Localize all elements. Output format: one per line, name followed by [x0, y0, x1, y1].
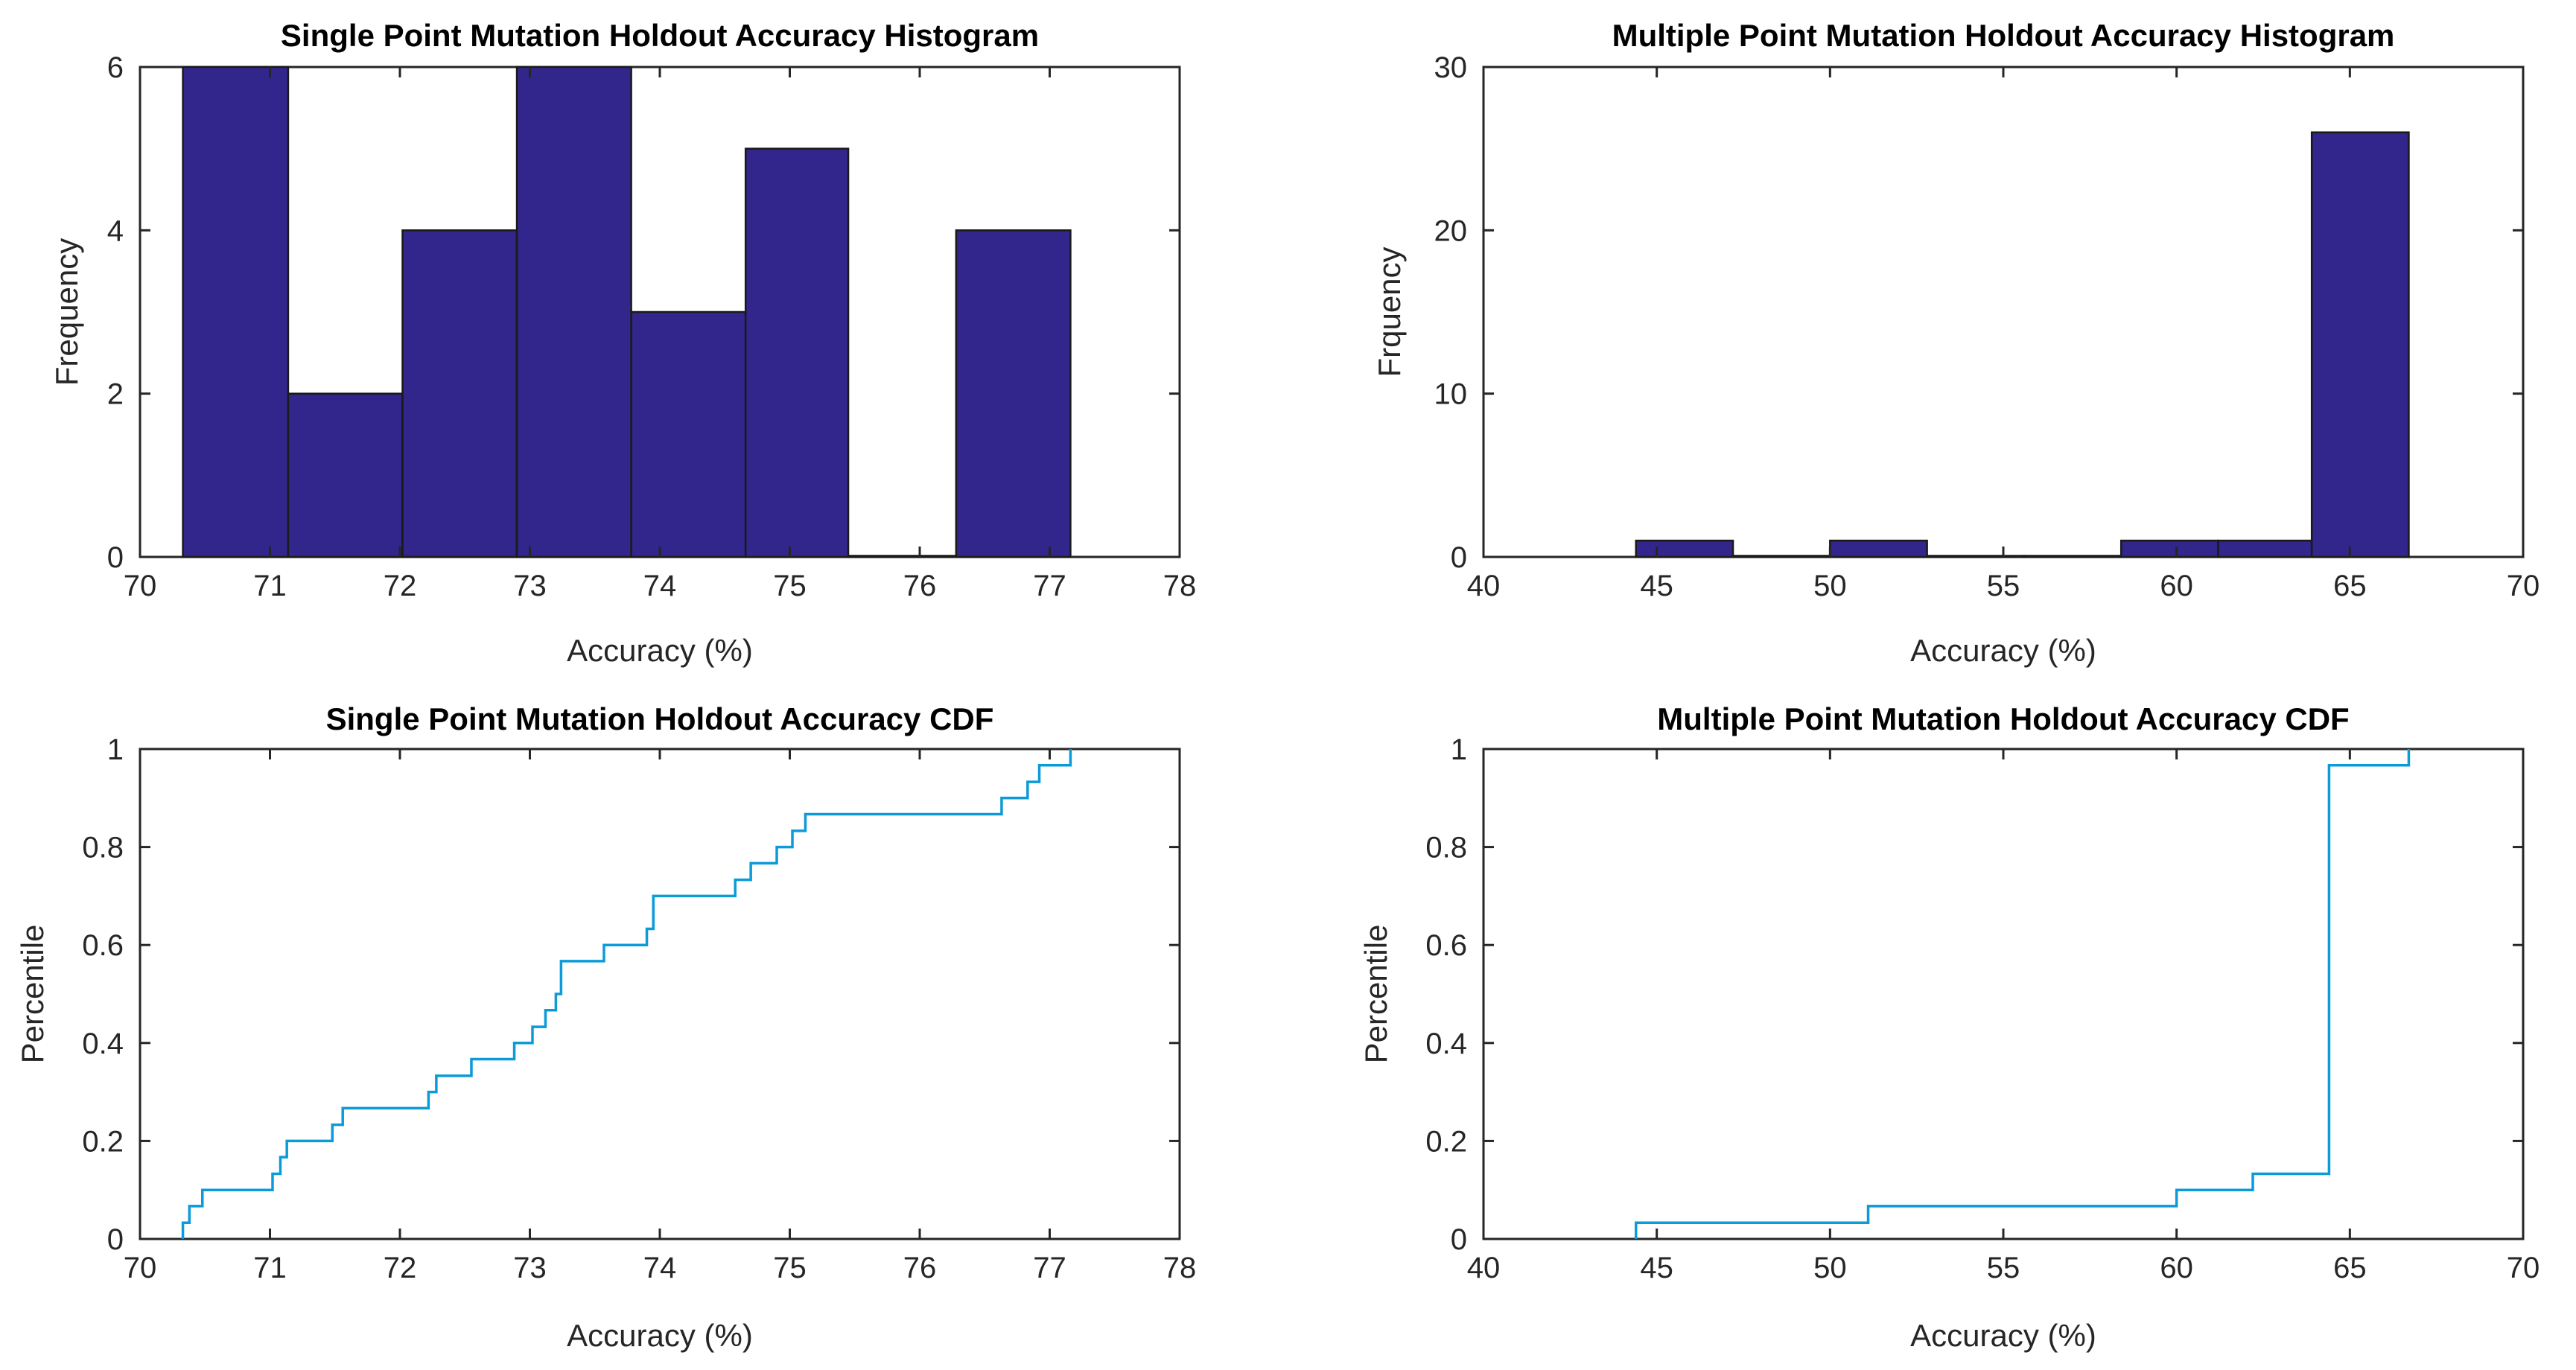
single-histogram-title: Single Point Mutation Holdout Accuracy H… — [281, 18, 1039, 53]
multiple-cdf-xtick-label-4: 60 — [2160, 1252, 2193, 1284]
multiple-histogram-xtick-label-5: 65 — [2333, 570, 2367, 602]
multiple-histogram-xlabel: Accuracy (%) — [1910, 633, 2096, 668]
multiple-histogram-bar-6 — [2217, 539, 2313, 558]
multiple-cdf-ytick-label-0: 0 — [1451, 1223, 1467, 1256]
single-cdf-ylabel: Percentile — [15, 925, 50, 1064]
single-histogram-bar-7 — [955, 229, 1072, 558]
single-cdf-ticks: 70 71 72 73 74 75 76 77 78 0 0.2 0.4 0.6 0.8 1 — [82, 733, 1196, 1284]
multiple-histogram-ytick-label-2: 20 — [1434, 214, 1468, 247]
multiple-cdf-xtick-label-3: 55 — [1987, 1252, 2020, 1284]
multiple-histogram-ticks: 40 45 50 55 60 65 70 0 10 20 30 — [1434, 51, 2540, 602]
single-cdf-plot-area — [139, 748, 1181, 1240]
multiple-histogram-ytick-label-3: 30 — [1434, 51, 1468, 84]
single-cdf-xtick-label-3: 73 — [513, 1252, 547, 1284]
single-cdf-xtick-label-4: 74 — [643, 1252, 677, 1284]
multiple-histogram-xtick-label-1: 45 — [1640, 570, 1673, 602]
single-histogram-ytick-label-0: 0 — [107, 541, 124, 574]
single-cdf-ytick-label-2: 0.4 — [82, 1028, 124, 1060]
single-cdf-xtick-label-6: 76 — [903, 1252, 937, 1284]
single-histogram-xtick-label-1: 71 — [253, 570, 287, 602]
single-histogram-bar-0 — [182, 66, 290, 558]
multiple-cdf-ytick-label-5: 1 — [1451, 733, 1467, 766]
single-cdf-ytick-label-5: 1 — [107, 733, 124, 766]
multiple-histogram-xtick-label-6: 70 — [2507, 570, 2540, 602]
multiple-histogram-ytick-label-1: 10 — [1434, 378, 1468, 411]
multiple-histogram-bar-3 — [1926, 555, 2026, 558]
single-histogram-xtick-label-5: 75 — [773, 570, 807, 602]
multiple-histogram-xtick-label-3: 55 — [1987, 570, 2020, 602]
multiple-histogram-bar-7 — [2310, 131, 2410, 558]
single-cdf-ytick-label-4: 0.8 — [82, 832, 124, 864]
multiple-cdf-line — [1635, 749, 2411, 1239]
single-histogram-xtick-label-7: 77 — [1033, 570, 1066, 602]
single-cdf-line — [181, 749, 1072, 1239]
multiple-cdf-ticks: 40 45 50 55 60 65 70 0 0.2 0.4 0.6 0.8 1 — [1425, 733, 2540, 1284]
single-histogram-ylabel: Frequency — [49, 238, 84, 386]
multiple-histogram-bar-1 — [1731, 555, 1831, 558]
multiple-histogram-bar-2 — [1829, 539, 1928, 558]
multiple-histogram-ylabel: Frquency — [1372, 246, 1407, 377]
single-cdf-panel: 70 71 72 73 74 75 76 77 78 0 0.2 0.4 0.6 0.8 1 Single … — [15, 701, 1196, 1353]
multiple-cdf-series — [1635, 748, 2411, 1239]
single-cdf-xlabel: Accuracy (%) — [567, 1318, 753, 1353]
single-cdf-ytick-label-0: 0 — [107, 1223, 124, 1256]
single-histogram-bar-3 — [515, 66, 632, 558]
single-histogram-xtick-label-3: 73 — [513, 570, 547, 602]
single-histogram-xtick-label-8: 78 — [1163, 570, 1197, 602]
multiple-cdf-ytick-label-2: 0.4 — [1425, 1028, 1467, 1060]
single-histogram-bar-1 — [287, 392, 404, 558]
single-cdf-xtick-label-1: 71 — [253, 1252, 287, 1284]
single-histogram-xtick-label-4: 74 — [643, 570, 677, 602]
multiple-cdf-ytick-label-4: 0.8 — [1425, 832, 1467, 864]
single-cdf-xtick-label-5: 75 — [773, 1252, 807, 1284]
single-histogram-xlabel: Accuracy (%) — [567, 633, 753, 668]
multiple-cdf-xtick-label-2: 50 — [1813, 1252, 1847, 1284]
multiple-cdf-plot-area — [1482, 748, 2525, 1240]
single-cdf-ytick-label-3: 0.6 — [82, 929, 124, 962]
single-cdf-xtick-label-8: 78 — [1163, 1252, 1197, 1284]
multiple-histogram-bar-0 — [1635, 539, 1734, 558]
multiple-cdf-ylabel: Percentile — [1358, 925, 1393, 1064]
multiple-histogram-panel: 40 45 50 55 60 65 70 0 10 20 30 Multiple Point Mut… — [1372, 18, 2540, 668]
multiple-histogram-bar-5 — [2119, 539, 2219, 558]
single-histogram-bar-2 — [401, 229, 518, 558]
single-cdf-xtick-label-0: 70 — [124, 1252, 157, 1284]
single-histogram-bar-6 — [847, 555, 958, 558]
single-cdf-xtick-label-2: 72 — [384, 1252, 417, 1284]
multiple-cdf-ytick-label-3: 0.6 — [1425, 929, 1467, 962]
single-cdf-series — [181, 748, 1072, 1239]
multiple-histogram-xtick-label-0: 40 — [1467, 570, 1501, 602]
multiple-cdf-xtick-label-5: 65 — [2333, 1252, 2367, 1284]
single-cdf-title: Single Point Mutation Holdout Accuracy C… — [326, 701, 994, 736]
single-histogram-xtick-label-6: 76 — [903, 570, 937, 602]
multiple-cdf-title: Multiple Point Mutation Holdout Accuracy… — [1657, 701, 2349, 736]
multiple-cdf-xtick-label-0: 40 — [1467, 1252, 1501, 1284]
single-histogram-bars — [182, 66, 1072, 558]
single-cdf-xtick-label-7: 77 — [1033, 1252, 1066, 1284]
multiple-histogram-bars — [1635, 131, 2410, 558]
multiple-histogram-ytick-label-0: 0 — [1451, 541, 1467, 574]
single-histogram-bar-4 — [630, 310, 747, 558]
multiple-histogram-bar-4 — [2023, 555, 2122, 558]
single-histogram-xtick-label-0: 70 — [124, 570, 157, 602]
multiple-cdf-xlabel: Accuracy (%) — [1910, 1318, 2096, 1353]
single-cdf-ytick-label-1: 0.2 — [82, 1125, 124, 1158]
single-histogram-ytick-label-3: 6 — [107, 51, 124, 84]
multiple-cdf-ytick-label-1: 0.2 — [1425, 1125, 1467, 1158]
multiple-histogram-xtick-label-2: 50 — [1813, 570, 1847, 602]
multiple-cdf-panel: 40 45 50 55 60 65 70 0 0.2 0.4 0.6 0.8 1 Multiple Po… — [1358, 701, 2540, 1353]
single-histogram-bar-5 — [744, 147, 850, 558]
single-histogram-panel: 70 71 72 73 74 75 76 77 78 0 2 4 6 Single Point Muta… — [49, 18, 1196, 668]
single-histogram-ytick-label-2: 4 — [107, 214, 124, 247]
single-histogram-ytick-label-1: 2 — [107, 378, 124, 411]
single-histogram-xtick-label-2: 72 — [384, 570, 417, 602]
multiple-cdf-xtick-label-6: 70 — [2507, 1252, 2540, 1284]
multiple-cdf-xtick-label-1: 45 — [1640, 1252, 1673, 1284]
multiple-histogram-title: Multiple Point Mutation Holdout Accuracy… — [1612, 18, 2395, 53]
multiple-histogram-xtick-label-4: 60 — [2160, 570, 2193, 602]
single-histogram-ticks: 70 71 72 73 74 75 76 77 78 0 2 4 6 — [107, 51, 1197, 602]
